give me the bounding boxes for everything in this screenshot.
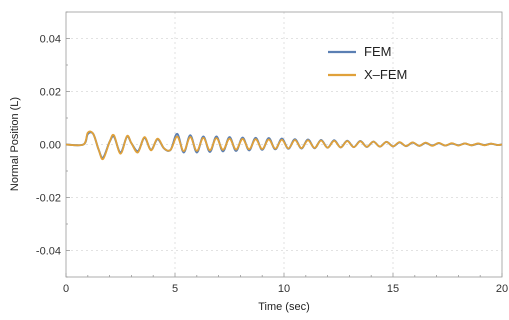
grid-lines	[66, 12, 502, 277]
x-tick-label: 10	[278, 283, 290, 295]
legend-label-fem: FEM	[364, 44, 391, 59]
y-tick-label: 0.04	[40, 34, 61, 46]
y-tick-label: 0.02	[40, 87, 61, 99]
series-line-xfem	[65, 130, 503, 161]
x-axis-label: Time (sec)	[258, 301, 310, 313]
legend: FEM X–FEM	[328, 44, 407, 82]
y-tick-label: -0.02	[36, 193, 61, 205]
x-tick-label: 15	[387, 283, 399, 295]
y-axis-label: Normal Position (L)	[9, 97, 21, 191]
series-line-fem	[65, 131, 503, 159]
x-tick-label: 0	[63, 283, 69, 295]
x-tick-label: 5	[172, 283, 178, 295]
series-lines	[65, 130, 503, 161]
legend-label-xfem: X–FEM	[364, 67, 407, 82]
axis-ticks: 0 5 10 15 20 -0.04 -0.02 0.00 0.02 0.04	[36, 11, 508, 295]
y-tick-label: -0.04	[36, 246, 61, 258]
x-tick-label: 20	[496, 283, 508, 295]
y-tick-label: 0.00	[40, 140, 61, 152]
